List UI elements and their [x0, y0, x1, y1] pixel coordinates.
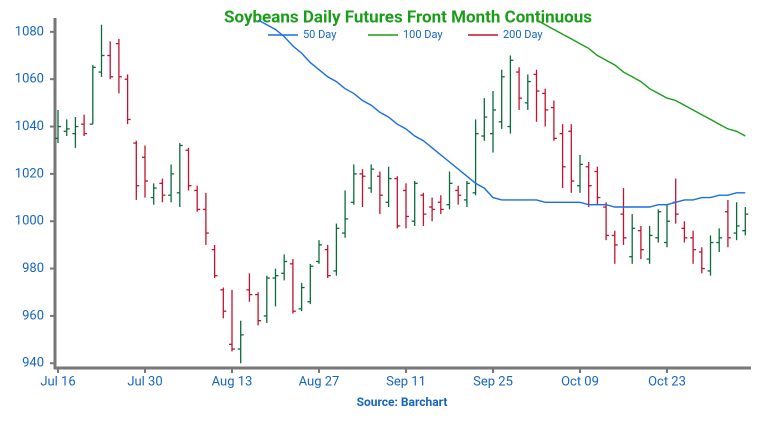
source-note: Source: Barchart	[357, 395, 448, 409]
x-tick-label: Oct 09	[561, 374, 599, 389]
x-tick-label: Aug 13	[212, 374, 253, 389]
moving-average-line	[536, 20, 746, 137]
y-tick-label: 1080	[15, 24, 44, 39]
y-tick-label: 960	[22, 308, 44, 323]
x-tick-label: Jul 16	[40, 374, 75, 389]
plot-area	[55, 20, 749, 364]
x-tick-label: Aug 27	[299, 374, 340, 389]
moving-average-line	[257, 20, 746, 208]
y-tick-label: 1000	[15, 214, 44, 229]
y-tick-label: 980	[22, 261, 44, 276]
x-tick-label: Sep 25	[473, 374, 513, 389]
x-tick-label: Sep 11	[386, 374, 426, 389]
y-tick-label: 940	[22, 356, 44, 371]
y-tick-label: 1020	[15, 166, 44, 181]
x-tick-label: Jul 30	[127, 374, 162, 389]
legend-label: 100 Day	[403, 28, 443, 41]
y-tick-label: 1040	[15, 119, 44, 134]
legend-label: 200 Day	[503, 28, 543, 41]
x-tick-label: Oct 23	[648, 374, 686, 389]
y-tick-label: 1060	[15, 72, 44, 87]
legend-label: 50 Day	[303, 28, 337, 41]
chart-title: Soybeans Daily Futures Front Month Conti…	[224, 7, 592, 27]
